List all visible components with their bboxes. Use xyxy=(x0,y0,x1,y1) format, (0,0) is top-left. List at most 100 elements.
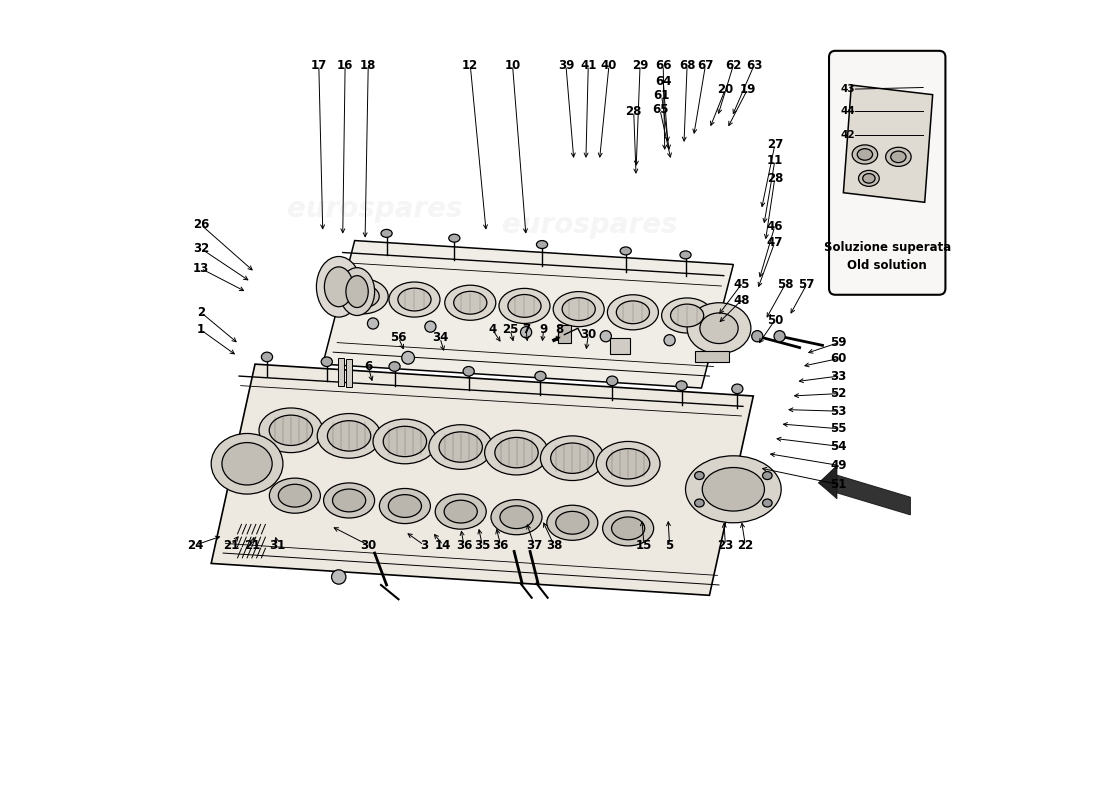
Ellipse shape xyxy=(661,298,713,333)
Ellipse shape xyxy=(607,294,659,330)
Text: 46: 46 xyxy=(767,220,783,233)
Text: 50: 50 xyxy=(767,314,783,326)
Ellipse shape xyxy=(389,282,440,317)
Ellipse shape xyxy=(886,147,911,166)
Ellipse shape xyxy=(858,170,879,186)
Polygon shape xyxy=(818,466,837,499)
Text: 8: 8 xyxy=(556,323,563,336)
Ellipse shape xyxy=(367,318,378,329)
Text: 61: 61 xyxy=(653,89,670,102)
Ellipse shape xyxy=(551,443,594,474)
Ellipse shape xyxy=(323,483,375,518)
Text: 30: 30 xyxy=(360,538,376,551)
Text: 62: 62 xyxy=(725,58,741,72)
Text: 44: 44 xyxy=(842,106,856,117)
Text: 17: 17 xyxy=(310,58,327,72)
Text: 28: 28 xyxy=(767,172,783,185)
Ellipse shape xyxy=(389,362,400,371)
Ellipse shape xyxy=(540,436,604,481)
Ellipse shape xyxy=(601,330,612,342)
Ellipse shape xyxy=(345,276,368,307)
Ellipse shape xyxy=(270,415,312,446)
Text: 24: 24 xyxy=(187,538,204,551)
Text: 9: 9 xyxy=(539,323,548,336)
Text: 55: 55 xyxy=(830,422,847,435)
Text: 18: 18 xyxy=(360,58,376,72)
Ellipse shape xyxy=(379,489,430,523)
Bar xyxy=(695,350,728,362)
Bar xyxy=(338,358,344,386)
Text: eurospares: eurospares xyxy=(287,194,462,222)
Ellipse shape xyxy=(383,426,427,457)
Polygon shape xyxy=(211,364,754,595)
Ellipse shape xyxy=(499,506,534,529)
Ellipse shape xyxy=(436,494,486,529)
Text: 21: 21 xyxy=(223,538,239,551)
Ellipse shape xyxy=(603,511,653,546)
Text: 36: 36 xyxy=(493,538,509,551)
Bar xyxy=(558,325,571,342)
Text: 37: 37 xyxy=(526,538,542,551)
Ellipse shape xyxy=(331,570,345,584)
Ellipse shape xyxy=(852,145,878,164)
Text: 23: 23 xyxy=(717,538,734,551)
Text: 20: 20 xyxy=(717,82,734,95)
Text: 36: 36 xyxy=(455,538,472,551)
Ellipse shape xyxy=(537,241,548,249)
Ellipse shape xyxy=(553,291,604,326)
Ellipse shape xyxy=(700,313,738,343)
Text: 65: 65 xyxy=(652,103,669,116)
Text: 59: 59 xyxy=(830,336,847,349)
Ellipse shape xyxy=(664,334,675,346)
Text: 43: 43 xyxy=(842,84,856,94)
Ellipse shape xyxy=(676,381,688,390)
Ellipse shape xyxy=(732,384,742,394)
Text: 34: 34 xyxy=(432,331,448,344)
Text: 58: 58 xyxy=(777,278,793,291)
Text: 35: 35 xyxy=(474,538,491,551)
Ellipse shape xyxy=(685,456,781,522)
Bar xyxy=(609,338,629,354)
Text: 5: 5 xyxy=(666,538,673,551)
Text: 64: 64 xyxy=(654,74,671,88)
Ellipse shape xyxy=(620,247,631,255)
Text: 68: 68 xyxy=(679,58,695,72)
Text: 57: 57 xyxy=(799,278,815,291)
Ellipse shape xyxy=(612,517,645,540)
Ellipse shape xyxy=(762,471,772,479)
Ellipse shape xyxy=(402,351,415,364)
Ellipse shape xyxy=(508,294,541,318)
Ellipse shape xyxy=(444,286,496,320)
Text: 26: 26 xyxy=(192,218,209,231)
Ellipse shape xyxy=(429,425,493,470)
Ellipse shape xyxy=(337,279,388,314)
Ellipse shape xyxy=(857,149,872,160)
Ellipse shape xyxy=(388,494,421,518)
Text: 2: 2 xyxy=(197,306,205,319)
Text: 4: 4 xyxy=(488,323,497,336)
Text: 60: 60 xyxy=(830,352,847,365)
Ellipse shape xyxy=(606,449,650,479)
Text: 25: 25 xyxy=(502,323,518,336)
Ellipse shape xyxy=(278,484,311,507)
Ellipse shape xyxy=(485,430,549,475)
Text: 6: 6 xyxy=(364,360,373,373)
Text: 27: 27 xyxy=(767,138,783,151)
Text: 1: 1 xyxy=(197,323,205,336)
Text: 53: 53 xyxy=(830,405,847,418)
Ellipse shape xyxy=(535,371,546,381)
Ellipse shape xyxy=(346,285,380,308)
Text: 48: 48 xyxy=(733,294,749,307)
Ellipse shape xyxy=(262,352,273,362)
Text: 33: 33 xyxy=(830,370,847,382)
Text: 22: 22 xyxy=(737,538,754,551)
Ellipse shape xyxy=(862,174,876,183)
Ellipse shape xyxy=(321,357,332,366)
Ellipse shape xyxy=(606,376,618,386)
Ellipse shape xyxy=(774,330,785,342)
Ellipse shape xyxy=(491,500,542,534)
Text: 10: 10 xyxy=(505,58,520,72)
Text: 40: 40 xyxy=(601,58,617,72)
Text: 12: 12 xyxy=(462,58,478,72)
Text: 11: 11 xyxy=(767,154,783,167)
